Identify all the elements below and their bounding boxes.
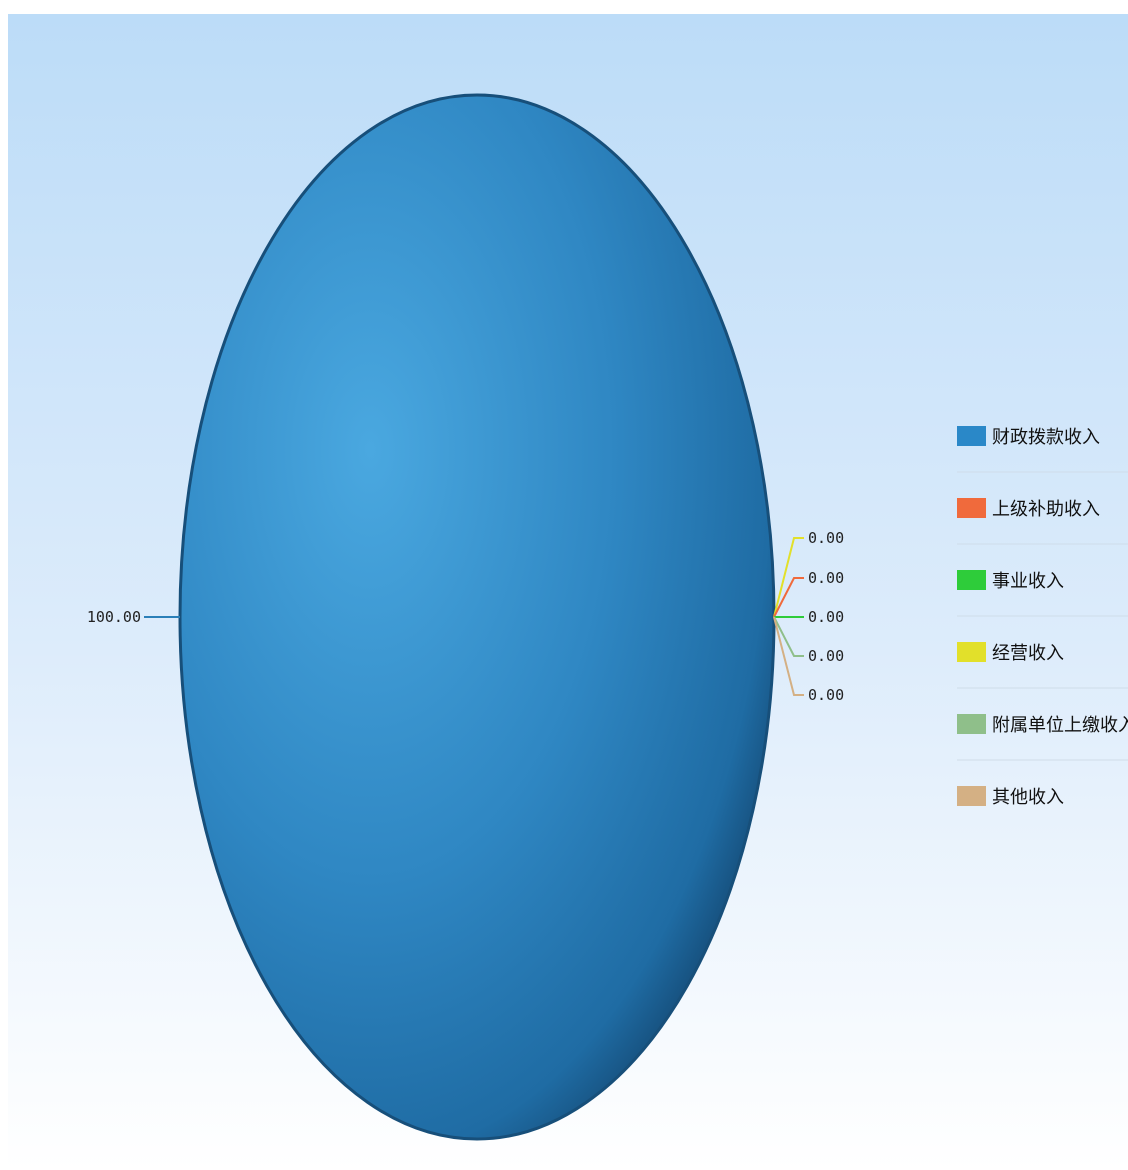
legend-swatch-6 [957,786,986,806]
legend-label-1: 财政拨款收入 [992,427,1100,448]
leader-line-3 [773,577,804,618]
legend-swatch-2 [957,498,986,518]
value-label-6: 0.00 [808,686,844,704]
pie-slice-1[interactable] [178,93,776,1141]
leader-line-5 [773,616,804,657]
legend-swatch-4 [957,642,986,662]
legend-item-1[interactable]: 财政拨款收入 [957,426,1100,448]
value-label-1: 100.00 [87,608,141,626]
value-label-4: 0.00 [808,608,844,626]
legend-swatch-1 [957,426,986,446]
legend-label-3: 事业收入 [992,571,1064,592]
value-label-2: 0.00 [808,529,844,547]
legend-swatch-3 [957,570,986,590]
value-label-3: 0.00 [808,569,844,587]
legend-item-3[interactable]: 事业收入 [957,570,1064,592]
legend-label-4: 经营收入 [992,643,1064,664]
leader-line-2 [773,537,804,618]
legend-label-2: 上级补助收入 [992,499,1100,520]
legend-item-5[interactable]: 附属单位上缴收入 [957,714,1128,736]
value-label-5: 0.00 [808,647,844,665]
legend-item-2[interactable]: 上级补助收入 [957,498,1100,520]
leader-line-6 [773,616,804,696]
legend-item-4[interactable]: 经营收入 [957,642,1064,664]
legend-item-6[interactable]: 其他收入 [957,786,1064,808]
legend-label-5: 附属单位上缴收入 [992,715,1128,736]
legend-label-6: 其他收入 [992,787,1064,808]
legend-swatch-5 [957,714,986,734]
